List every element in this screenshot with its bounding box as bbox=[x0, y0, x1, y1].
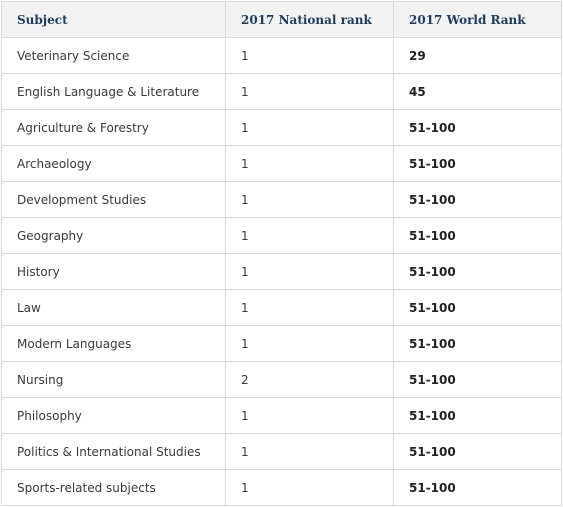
world-rank-cell: 51-100 bbox=[393, 109, 562, 146]
table-row: Sports-related subjects 1 51-100 bbox=[1, 469, 562, 506]
table-row: Agriculture & Forestry 1 51-100 bbox=[1, 109, 562, 146]
table-row: History 1 51-100 bbox=[1, 253, 562, 290]
world-rank-cell: 51-100 bbox=[393, 181, 562, 218]
world-rank-cell: 51-100 bbox=[393, 217, 562, 254]
world-rank-cell: 45 bbox=[393, 73, 562, 110]
subject-cell: Sports-related subjects bbox=[1, 469, 226, 506]
table-row: Nursing 2 51-100 bbox=[1, 361, 562, 398]
table-row: Politics & International Studies 1 51-10… bbox=[1, 433, 562, 470]
national-rank-cell: 1 bbox=[225, 73, 394, 110]
table-row: Modern Languages 1 51-100 bbox=[1, 325, 562, 362]
header-world-rank: 2017 World Rank bbox=[393, 1, 562, 38]
subject-cell: English Language & Literature bbox=[1, 73, 226, 110]
world-rank-cell: 51-100 bbox=[393, 145, 562, 182]
subject-cell: Modern Languages bbox=[1, 325, 226, 362]
table-row: Law 1 51-100 bbox=[1, 289, 562, 326]
table-row: English Language & Literature 1 45 bbox=[1, 73, 562, 110]
header-national-rank: 2017 National rank bbox=[225, 1, 394, 38]
subject-cell: Veterinary Science bbox=[1, 37, 226, 74]
national-rank-cell: 1 bbox=[225, 253, 394, 290]
national-rank-cell: 1 bbox=[225, 145, 394, 182]
subject-cell: History bbox=[1, 253, 226, 290]
subject-cell: Agriculture & Forestry bbox=[1, 109, 226, 146]
subject-cell: Philosophy bbox=[1, 397, 226, 434]
world-rank-cell: 51-100 bbox=[393, 361, 562, 398]
subject-cell: Archaeology bbox=[1, 145, 226, 182]
table-row: Veterinary Science 1 29 bbox=[1, 37, 562, 74]
national-rank-cell: 1 bbox=[225, 289, 394, 326]
table-row: Geography 1 51-100 bbox=[1, 217, 562, 254]
national-rank-cell: 2 bbox=[225, 361, 394, 398]
table-row: Archaeology 1 51-100 bbox=[1, 145, 562, 182]
table-row: Philosophy 1 51-100 bbox=[1, 397, 562, 434]
world-rank-cell: 51-100 bbox=[393, 433, 562, 470]
world-rank-cell: 29 bbox=[393, 37, 562, 74]
header-row: Subject 2017 National rank 2017 World Ra… bbox=[1, 1, 562, 38]
national-rank-cell: 1 bbox=[225, 469, 394, 506]
world-rank-cell: 51-100 bbox=[393, 325, 562, 362]
national-rank-cell: 1 bbox=[225, 325, 394, 362]
subject-cell: Law bbox=[1, 289, 226, 326]
national-rank-cell: 1 bbox=[225, 181, 394, 218]
national-rank-cell: 1 bbox=[225, 217, 394, 254]
national-rank-cell: 1 bbox=[225, 109, 394, 146]
national-rank-cell: 1 bbox=[225, 433, 394, 470]
national-rank-cell: 1 bbox=[225, 397, 394, 434]
table-body: Veterinary Science 1 29 English Language… bbox=[1, 37, 562, 506]
subject-cell: Politics & International Studies bbox=[1, 433, 226, 470]
subject-cell: Geography bbox=[1, 217, 226, 254]
world-rank-cell: 51-100 bbox=[393, 397, 562, 434]
subject-cell: Nursing bbox=[1, 361, 226, 398]
table-header: Subject 2017 National rank 2017 World Ra… bbox=[1, 1, 562, 38]
header-subject: Subject bbox=[1, 1, 226, 38]
subject-cell: Development Studies bbox=[1, 181, 226, 218]
world-rank-cell: 51-100 bbox=[393, 289, 562, 326]
world-rank-cell: 51-100 bbox=[393, 253, 562, 290]
world-rank-cell: 51-100 bbox=[393, 469, 562, 506]
national-rank-cell: 1 bbox=[225, 37, 394, 74]
table-row: Development Studies 1 51-100 bbox=[1, 181, 562, 218]
